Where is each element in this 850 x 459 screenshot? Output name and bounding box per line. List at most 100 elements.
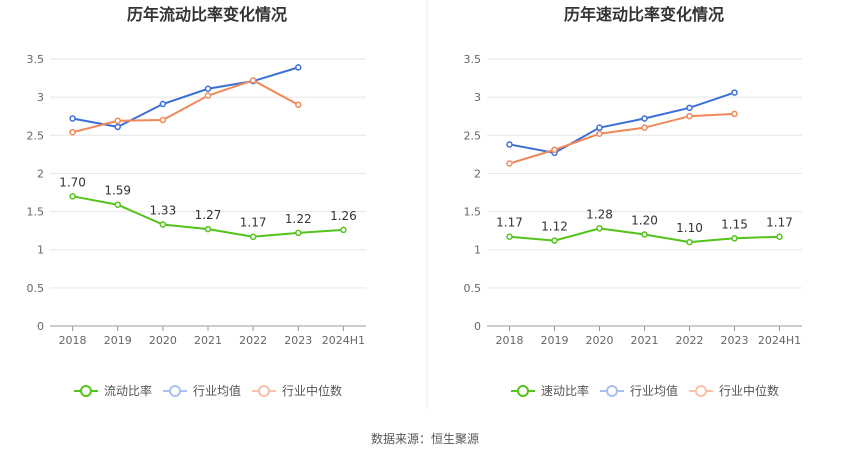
legend-item[interactable]: 行业均值 xyxy=(600,383,678,398)
legend-label: 行业中位数 xyxy=(719,383,779,398)
x-tick-label: 2023 xyxy=(284,334,312,347)
data-point xyxy=(776,233,783,240)
data-point xyxy=(295,229,302,237)
x-tick-label: 2018 xyxy=(59,334,87,347)
data-label: 1.20 xyxy=(631,213,658,227)
data-label: 1.27 xyxy=(195,208,222,222)
data-point xyxy=(249,233,257,240)
data-point xyxy=(731,235,738,242)
data-point xyxy=(551,237,558,244)
data-label: 1.28 xyxy=(586,207,613,221)
data-point xyxy=(69,115,76,122)
y-tick-label: 3.5 xyxy=(464,53,482,66)
legend-item[interactable]: 行业均值 xyxy=(163,383,241,398)
data-point xyxy=(596,225,603,232)
data-point xyxy=(295,101,302,109)
legend-item[interactable]: 行业中位数 xyxy=(252,383,342,398)
y-tick-label: 3 xyxy=(37,91,44,104)
legend-label: 行业均值 xyxy=(193,383,241,398)
x-tick-label: 2020 xyxy=(149,334,177,347)
data-label: 1.17 xyxy=(766,216,793,230)
legend-label: 速动比率 xyxy=(541,383,589,398)
data-label: 1.17 xyxy=(240,216,267,230)
data-label: 1.33 xyxy=(149,204,176,218)
data-point xyxy=(69,193,76,200)
data-point xyxy=(204,85,212,93)
legend-swatch-marker xyxy=(606,385,618,397)
data-label: 1.17 xyxy=(496,216,523,230)
data-point xyxy=(731,89,738,96)
series-line xyxy=(509,91,735,154)
data-label: 1.22 xyxy=(285,212,312,226)
chart-panel-2: 历年速动比率变化情况 0 0.5 1 1.5 2 2.5 3 3.5 2018 2019 2020 20… xyxy=(464,5,802,398)
data-point xyxy=(506,141,513,148)
data-point xyxy=(686,112,693,120)
x-tick-label: 2024H1 xyxy=(322,334,365,347)
x-tick-label: 2019 xyxy=(541,334,569,347)
data-point xyxy=(641,231,648,238)
legend-swatch-marker xyxy=(80,385,92,397)
data-point xyxy=(506,233,513,240)
x-tick-label: 2024H1 xyxy=(758,334,801,347)
y-tick-label: 3 xyxy=(474,91,481,104)
y-tick-label: 2.5 xyxy=(464,129,482,142)
data-source-note: 数据来源：恒生聚源 xyxy=(370,432,479,446)
data-point xyxy=(596,130,603,138)
legend-item[interactable]: 行业中位数 xyxy=(689,383,779,398)
legend-swatch-marker xyxy=(169,385,181,397)
x-tick-label: 2023 xyxy=(721,334,749,347)
y-tick-label: 0 xyxy=(37,320,44,333)
data-label: 1.10 xyxy=(676,221,703,235)
legend-item[interactable]: 流动比率 xyxy=(74,383,152,398)
x-tick-label: 2020 xyxy=(586,334,614,347)
chart-title: 历年流动比率变化情况 xyxy=(127,5,287,24)
x-tick-label: 2021 xyxy=(631,334,659,347)
data-label: 1.59 xyxy=(104,184,131,198)
data-label: 1.26 xyxy=(330,209,357,223)
x-tick-label: 2018 xyxy=(496,334,524,347)
data-label: 1.70 xyxy=(59,175,86,189)
y-tick-label: 2.5 xyxy=(27,129,45,142)
legend-label: 行业均值 xyxy=(630,383,678,398)
x-tick-label: 2019 xyxy=(104,334,132,347)
y-tick-label: 0.5 xyxy=(27,282,45,295)
y-tick-label: 0 xyxy=(474,320,481,333)
data-point xyxy=(114,123,121,131)
y-tick-label: 0.5 xyxy=(464,282,482,295)
data-point xyxy=(114,117,121,125)
legend-item[interactable]: 速动比率 xyxy=(511,383,589,398)
data-point xyxy=(506,160,513,167)
y-tick-label: 1.5 xyxy=(27,206,45,219)
data-point xyxy=(641,115,648,122)
series-line xyxy=(72,79,299,134)
data-point xyxy=(204,92,212,99)
y-tick-label: 3.5 xyxy=(27,53,45,66)
data-point xyxy=(596,124,603,131)
y-tick-label: 1 xyxy=(474,244,481,257)
data-label: 1.12 xyxy=(541,220,568,234)
data-point xyxy=(249,77,257,84)
data-point xyxy=(686,238,693,246)
legend-label: 行业中位数 xyxy=(282,383,342,398)
series-line xyxy=(509,112,735,165)
data-point xyxy=(641,124,648,131)
data-label: 1.15 xyxy=(721,217,748,231)
legend-swatch-marker xyxy=(258,385,270,397)
y-tick-label: 2 xyxy=(37,167,44,180)
legend-swatch-marker xyxy=(517,385,529,397)
data-point xyxy=(159,221,167,228)
chart-title: 历年速动比率变化情况 xyxy=(564,5,724,24)
data-point xyxy=(551,146,558,154)
data-point xyxy=(686,104,693,112)
y-tick-label: 2 xyxy=(474,167,481,180)
y-tick-label: 1.5 xyxy=(464,206,482,219)
data-point xyxy=(114,201,121,208)
data-point xyxy=(159,100,167,108)
x-tick-label: 2022 xyxy=(239,334,267,347)
data-point xyxy=(340,226,347,234)
data-point xyxy=(159,116,167,124)
y-tick-label: 1 xyxy=(37,244,44,257)
legend-label: 流动比率 xyxy=(104,383,152,398)
series-line xyxy=(72,66,299,128)
